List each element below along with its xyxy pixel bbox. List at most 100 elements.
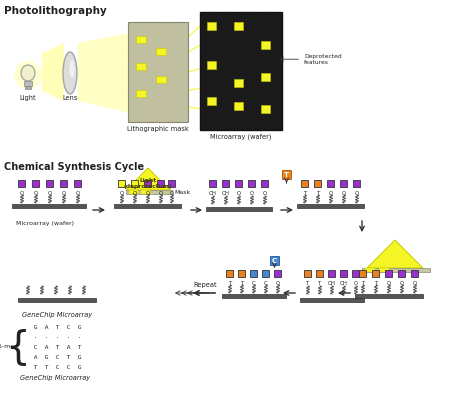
- Text: T: T: [52, 345, 60, 350]
- Text: O: O: [48, 191, 52, 196]
- Text: T: T: [41, 365, 48, 370]
- Bar: [234, 22, 243, 30]
- Text: O: O: [237, 191, 241, 196]
- Bar: [25, 86, 31, 89]
- Text: ·: ·: [74, 335, 82, 340]
- Bar: [207, 61, 216, 69]
- Text: Mask: Mask: [174, 189, 190, 194]
- Bar: [12, 204, 86, 208]
- Text: ·: ·: [63, 335, 71, 340]
- Text: T: T: [316, 191, 319, 196]
- Polygon shape: [126, 168, 170, 190]
- Text: O: O: [159, 191, 163, 196]
- Text: O: O: [34, 191, 38, 196]
- Text: A: A: [41, 345, 48, 350]
- Bar: [61, 180, 67, 187]
- Text: O: O: [400, 281, 404, 286]
- Bar: [136, 90, 146, 97]
- Bar: [136, 36, 146, 43]
- Bar: [399, 270, 405, 277]
- Text: Microarray (wafer): Microarray (wafer): [210, 134, 272, 141]
- Text: O: O: [263, 191, 267, 196]
- Bar: [114, 204, 181, 208]
- Text: C: C: [264, 281, 268, 286]
- Text: ·: ·: [52, 335, 60, 340]
- Bar: [131, 180, 138, 187]
- Text: C: C: [52, 365, 60, 370]
- Text: Deprotected
features: Deprotected features: [280, 54, 342, 65]
- Text: G: G: [30, 325, 37, 330]
- Bar: [206, 207, 272, 210]
- Text: O: O: [133, 191, 137, 196]
- Text: G: G: [74, 355, 82, 360]
- Text: T: T: [319, 281, 322, 286]
- Bar: [236, 180, 243, 187]
- Bar: [207, 97, 216, 105]
- Text: C: C: [63, 365, 71, 370]
- Bar: [301, 180, 309, 187]
- Text: C: C: [252, 281, 256, 286]
- Text: ·: ·: [41, 335, 48, 340]
- Bar: [157, 180, 164, 187]
- Text: G: G: [74, 325, 82, 330]
- Text: O: O: [20, 191, 24, 196]
- Bar: [261, 105, 270, 113]
- Text: 25-mer: 25-mer: [0, 345, 18, 349]
- Text: OH: OH: [209, 191, 217, 196]
- Text: A: A: [30, 355, 37, 360]
- Bar: [145, 180, 152, 187]
- Text: T: T: [30, 365, 37, 370]
- Text: T: T: [74, 345, 82, 350]
- Text: T: T: [361, 281, 365, 286]
- Bar: [282, 170, 291, 179]
- Text: G: G: [74, 365, 82, 370]
- Text: O: O: [342, 191, 346, 196]
- Text: C: C: [52, 355, 60, 360]
- Bar: [354, 180, 361, 187]
- Bar: [118, 180, 126, 187]
- Text: O: O: [76, 191, 80, 196]
- Bar: [340, 180, 347, 187]
- Bar: [227, 270, 234, 277]
- Text: Light
(deprotection): Light (deprotection): [124, 178, 173, 189]
- Text: O: O: [355, 191, 359, 196]
- Text: T: T: [374, 281, 378, 286]
- Bar: [411, 270, 419, 277]
- Bar: [129, 190, 138, 194]
- Bar: [234, 102, 243, 110]
- Bar: [128, 22, 188, 122]
- Text: A: A: [63, 345, 71, 350]
- Text: GeneChip Microarray: GeneChip Microarray: [20, 375, 90, 381]
- Bar: [353, 270, 359, 277]
- Bar: [200, 12, 282, 130]
- Text: OH: OH: [328, 281, 336, 286]
- Text: T: T: [306, 281, 310, 286]
- Text: C: C: [63, 325, 71, 330]
- Bar: [234, 79, 243, 87]
- Ellipse shape: [63, 52, 77, 94]
- Bar: [46, 180, 54, 187]
- Text: T: T: [63, 355, 71, 360]
- Text: G: G: [41, 355, 48, 360]
- Bar: [250, 270, 257, 277]
- Text: Light: Light: [20, 95, 36, 101]
- Bar: [74, 180, 82, 187]
- Polygon shape: [78, 33, 130, 113]
- Text: Chemical Synthesis Cycle: Chemical Synthesis Cycle: [4, 162, 144, 172]
- Polygon shape: [42, 43, 64, 101]
- Bar: [207, 22, 216, 30]
- Bar: [373, 270, 380, 277]
- Bar: [385, 270, 392, 277]
- Text: O: O: [387, 281, 391, 286]
- Bar: [168, 180, 175, 187]
- Bar: [315, 180, 321, 187]
- Bar: [261, 73, 270, 81]
- Bar: [262, 180, 268, 187]
- Bar: [126, 190, 172, 194]
- Bar: [18, 180, 26, 187]
- Text: T: T: [240, 281, 244, 286]
- Bar: [328, 180, 335, 187]
- Bar: [248, 180, 255, 187]
- Bar: [297, 204, 364, 208]
- Text: Lens: Lens: [62, 95, 78, 101]
